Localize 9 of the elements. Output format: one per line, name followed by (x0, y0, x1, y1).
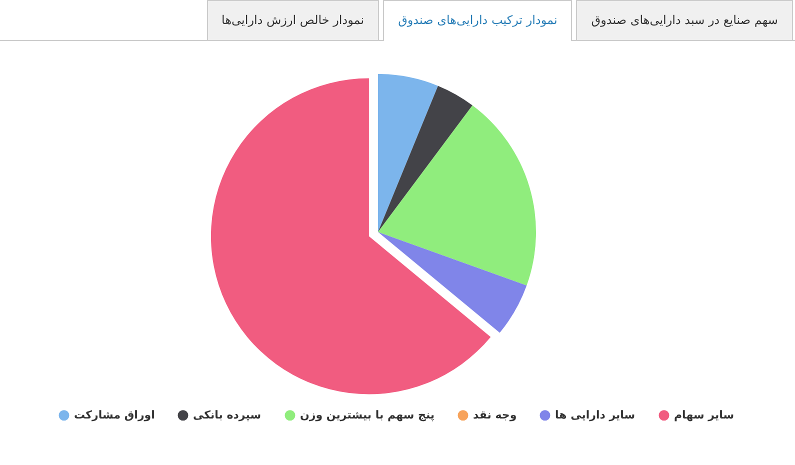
legend-label: اوراق مشارکت (74, 408, 155, 422)
legend-label: وجه نقد (473, 408, 517, 422)
legend-label: سایر دارایی ها (555, 408, 636, 422)
legend-label: پنج سهم با بیشترین وزن (300, 408, 435, 422)
text: سهم صنایع در سبد دارایی‌های صندوق (576, 0, 793, 40)
text: نمودار خالص ارزش دارایی‌ها (206, 0, 380, 40)
text: نمودار ترکیب دارایی‌های صندوق (383, 0, 572, 42)
legend-label: سپرده بانکی (193, 408, 262, 422)
legend-label: سایر سهام (674, 408, 734, 422)
